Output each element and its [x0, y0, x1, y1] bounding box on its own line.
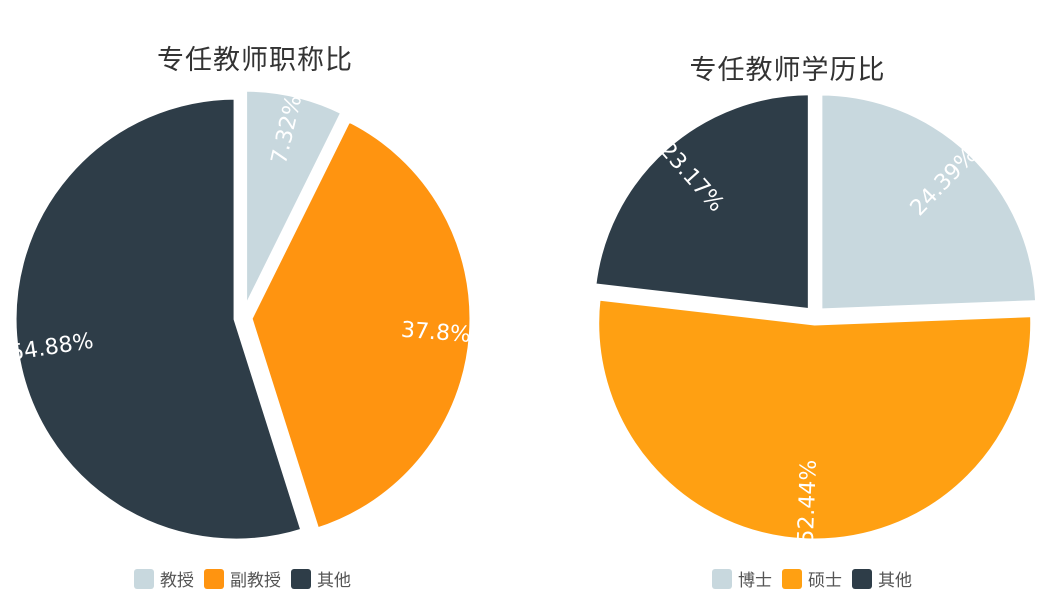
- legend: 博士 硕士 其他: [712, 566, 912, 591]
- pie-plot: 7.32%37.8%54.88%: [8, 86, 475, 544]
- pie-chart-education: 专任教师学历比 24.39% 52.44% 23.17% 博士 硕士 其他: [560, 0, 1051, 616]
- legend-label: 其他: [878, 571, 912, 591]
- pie-slice-1[interactable]: [817, 90, 1041, 314]
- slice-data-label: 52.44%: [794, 459, 822, 544]
- legend-swatch: [134, 568, 154, 589]
- legend-swatch: [204, 568, 224, 589]
- legend-swatch: [782, 568, 802, 589]
- pie-slice-3[interactable]: [591, 90, 813, 314]
- pie-slice-1[interactable]: [242, 86, 346, 314]
- legend-label: 硕士: [808, 571, 842, 591]
- legend-label: 副教授: [230, 571, 281, 591]
- legend-item-masters[interactable]: 硕士: [782, 566, 842, 591]
- legend-label: 教授: [160, 571, 194, 591]
- pie-slice-3[interactable]: [11, 94, 306, 544]
- legend-label: 博士: [738, 571, 772, 591]
- legend-item-doctorate[interactable]: 博士: [712, 566, 772, 591]
- legend-label: 其他: [317, 571, 351, 591]
- legend-item-other[interactable]: 其他: [852, 566, 912, 591]
- legend: 教授 副教授 其他: [134, 566, 351, 591]
- chart-title: 专任教师学历比: [689, 55, 886, 86]
- pie-plot: 24.39%52.44%23.17%: [591, 90, 1041, 544]
- chart-title: 专任教师职称比: [157, 45, 353, 76]
- legend-swatch: [712, 568, 732, 589]
- slice-data-label: 37.8%: [400, 318, 472, 348]
- pie-slice-2[interactable]: [594, 295, 1036, 544]
- legend-item-other[interactable]: 其他: [291, 566, 351, 591]
- pie-slice-2[interactable]: [247, 117, 475, 533]
- legend-item-professor[interactable]: 教授: [134, 566, 194, 591]
- legend-swatch: [852, 568, 872, 589]
- pie-chart-title-rank: 专任教师职称比 7.32% 37.8% 54.88% 教授 副教授 其他: [0, 0, 500, 616]
- legend-swatch: [291, 568, 311, 589]
- legend-item-associate-professor[interactable]: 副教授: [204, 566, 281, 591]
